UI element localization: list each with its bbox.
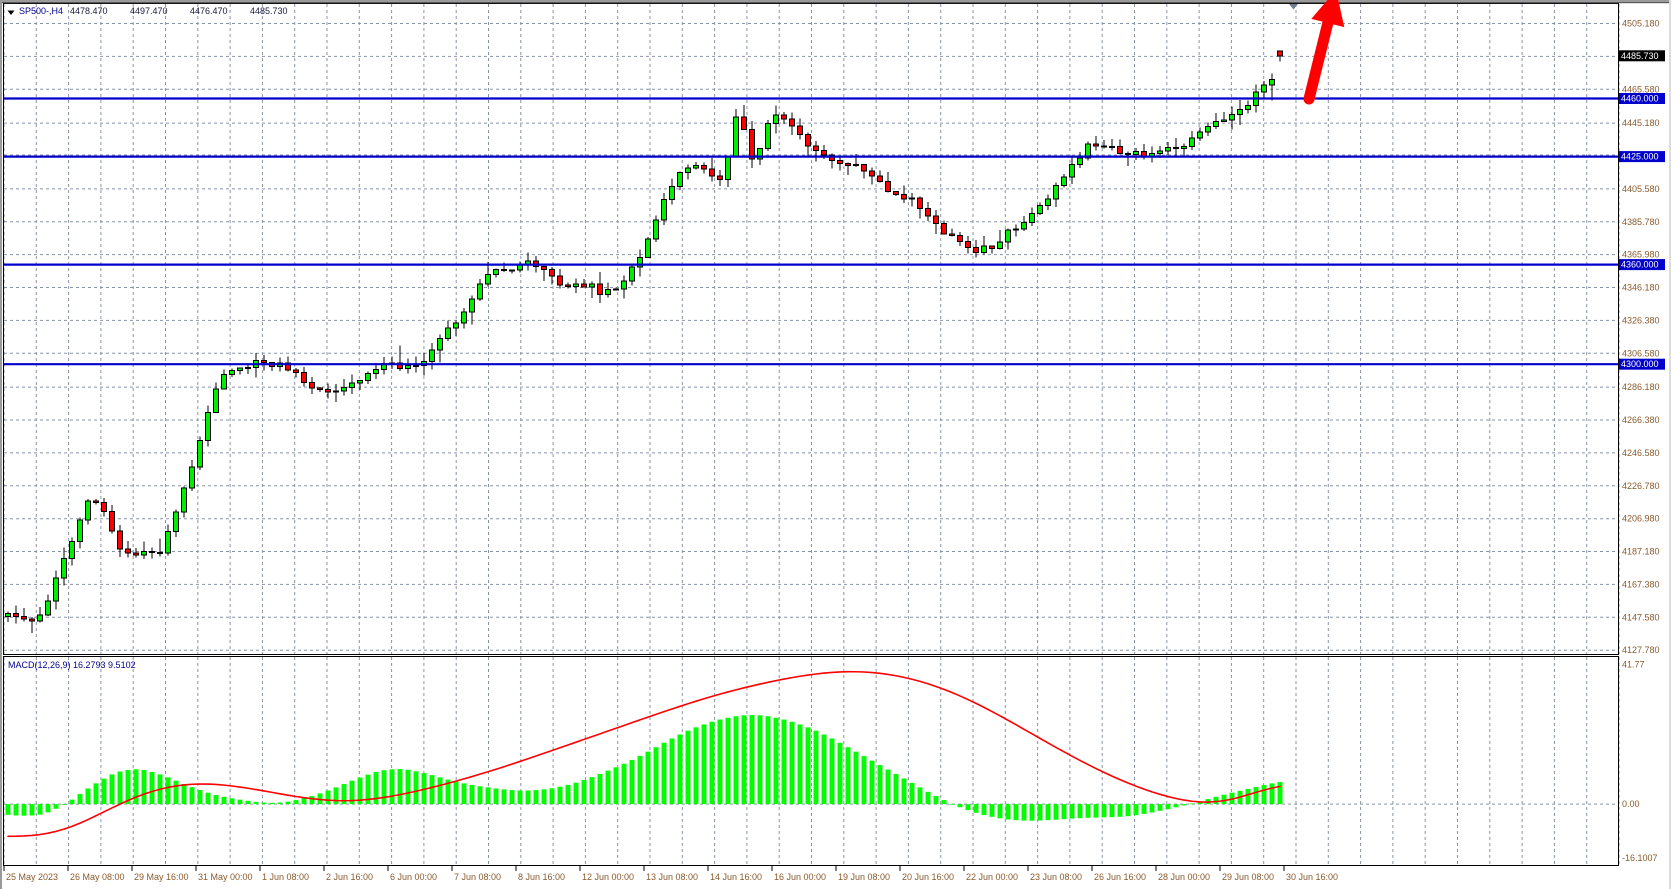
svg-text:4476.470: 4476.470 [190, 6, 228, 16]
svg-text:4460.000: 4460.000 [1621, 94, 1659, 104]
svg-text:19 Jun 08:00: 19 Jun 08:00 [838, 872, 890, 882]
svg-text:SP500-,H4: SP500-,H4 [19, 6, 63, 16]
svg-text:4167.380: 4167.380 [1622, 579, 1660, 589]
svg-text:20 Jun 16:00: 20 Jun 16:00 [902, 872, 954, 882]
svg-text:4478.470: 4478.470 [70, 6, 108, 16]
svg-text:4445.180: 4445.180 [1622, 118, 1660, 128]
svg-text:14 Jun 16:00: 14 Jun 16:00 [710, 872, 762, 882]
svg-text:-16.1007: -16.1007 [1622, 853, 1658, 863]
svg-text:13 Jun 08:00: 13 Jun 08:00 [646, 872, 698, 882]
svg-text:4226.780: 4226.780 [1622, 481, 1660, 491]
svg-text:2 Jun 16:00: 2 Jun 16:00 [326, 872, 373, 882]
svg-text:4187.180: 4187.180 [1622, 547, 1660, 557]
svg-text:4306.580: 4306.580 [1622, 348, 1660, 358]
svg-text:29 Jun 08:00: 29 Jun 08:00 [1222, 872, 1274, 882]
svg-text:0.00: 0.00 [1622, 799, 1640, 809]
svg-text:41.77: 41.77 [1622, 659, 1645, 669]
svg-text:6 Jun 00:00: 6 Jun 00:00 [390, 872, 437, 882]
svg-text:4286.180: 4286.180 [1622, 382, 1660, 392]
svg-text:4326.380: 4326.380 [1622, 315, 1660, 325]
svg-text:8 Jun 16:00: 8 Jun 16:00 [518, 872, 565, 882]
svg-text:31 May 00:00: 31 May 00:00 [198, 872, 253, 882]
svg-text:23 Jun 08:00: 23 Jun 08:00 [1030, 872, 1082, 882]
svg-text:30 Jun 16:00: 30 Jun 16:00 [1286, 872, 1338, 882]
svg-text:4385.780: 4385.780 [1622, 217, 1660, 227]
svg-text:12 Jun 00:00: 12 Jun 00:00 [582, 872, 634, 882]
svg-text:4346.180: 4346.180 [1622, 283, 1660, 293]
svg-text:7 Jun 08:00: 7 Jun 08:00 [454, 872, 501, 882]
svg-text:22 Jun 00:00: 22 Jun 00:00 [966, 872, 1018, 882]
svg-text:4246.580: 4246.580 [1622, 448, 1660, 458]
svg-text:4365.980: 4365.980 [1622, 250, 1660, 260]
svg-text:4147.580: 4147.580 [1622, 612, 1660, 622]
svg-text:4206.980: 4206.980 [1622, 514, 1660, 524]
svg-text:4360.000: 4360.000 [1621, 260, 1659, 270]
svg-text:26 Jun 16:00: 26 Jun 16:00 [1094, 872, 1146, 882]
svg-text:4405.580: 4405.580 [1622, 184, 1660, 194]
svg-text:4266.380: 4266.380 [1622, 415, 1660, 425]
svg-text:4485.730: 4485.730 [1621, 51, 1659, 61]
svg-text:1 Jun 08:00: 1 Jun 08:00 [262, 872, 309, 882]
svg-text:4425.000: 4425.000 [1621, 152, 1659, 162]
svg-text:4485.730: 4485.730 [250, 6, 288, 16]
svg-text:26 May 08:00: 26 May 08:00 [70, 872, 125, 882]
svg-text:4505.180: 4505.180 [1622, 19, 1660, 29]
svg-text:MACD(12,26,9) 16.2793 9.5102: MACD(12,26,9) 16.2793 9.5102 [8, 660, 136, 670]
svg-text:4127.780: 4127.780 [1622, 645, 1660, 655]
svg-text:4497.470: 4497.470 [130, 6, 168, 16]
svg-text:16 Jun 00:00: 16 Jun 00:00 [774, 872, 826, 882]
svg-text:25 May 2023: 25 May 2023 [6, 872, 58, 882]
svg-text:28 Jun 00:00: 28 Jun 00:00 [1158, 872, 1210, 882]
svg-text:4300.000: 4300.000 [1621, 359, 1659, 369]
svg-text:29 May 16:00: 29 May 16:00 [134, 872, 189, 882]
